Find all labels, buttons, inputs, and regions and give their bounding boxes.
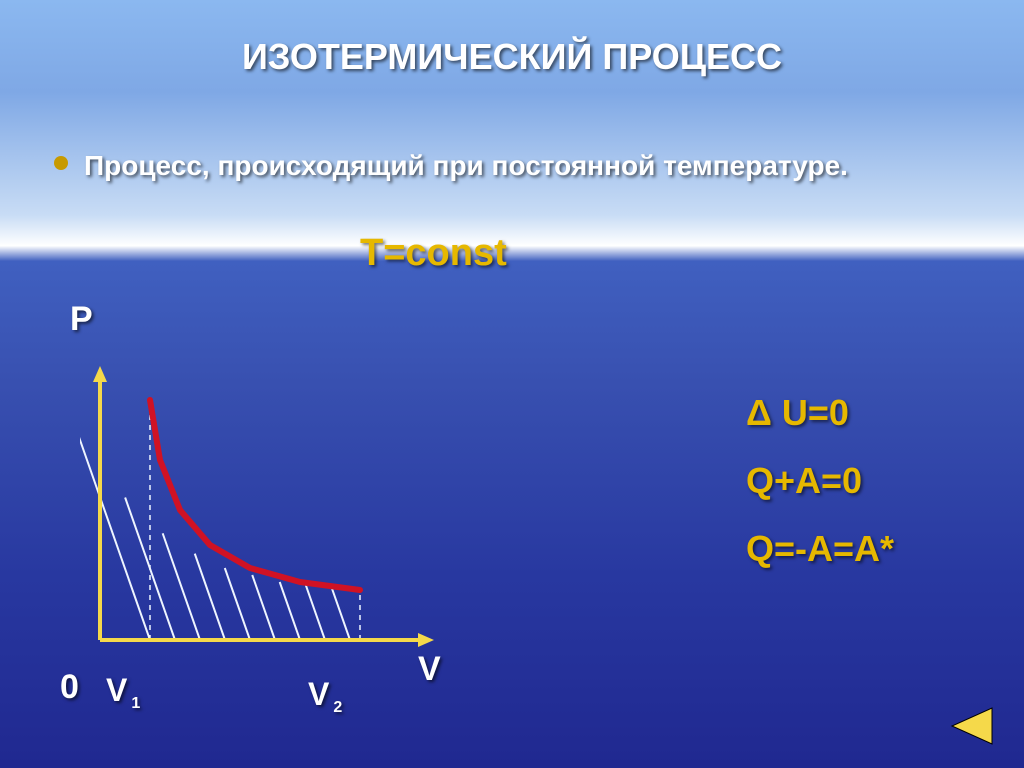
slide-title: ИЗОТЕРМИЧЕСКИЙ ПРОЦЕСС: [0, 36, 1024, 78]
origin-label: 0: [60, 668, 79, 707]
delta-symbol: Δ: [746, 392, 772, 433]
formula-2-text: Q+A=0: [746, 460, 862, 501]
chart-svg: [80, 340, 460, 670]
formula-1: Δ U=0: [746, 392, 894, 434]
v2-label: V2: [308, 676, 342, 717]
v1-label: V1: [106, 672, 140, 713]
constant-equation: T=const: [360, 232, 507, 275]
formula-list: Δ U=0 Q+A=0 Q=-A=A*: [746, 392, 894, 570]
x-axis-label: V: [418, 650, 441, 689]
bullet-dot-icon: [54, 156, 68, 170]
nav-back-icon: [944, 704, 996, 748]
nav-back-button[interactable]: [944, 704, 996, 748]
bullet-row: Процесс, происходящий при постоянной тем…: [54, 148, 964, 183]
pv-chart: P 0 V1 V2 V: [60, 300, 480, 720]
formula-1-text: U=0: [772, 392, 849, 433]
bullet-text: Процесс, происходящий при постоянной тем…: [84, 148, 848, 183]
y-axis-label: P: [70, 300, 93, 339]
formula-2: Q+A=0: [746, 460, 894, 502]
formula-3-text: Q=-A=A*: [746, 528, 894, 569]
formula-3: Q=-A=A*: [746, 528, 894, 570]
